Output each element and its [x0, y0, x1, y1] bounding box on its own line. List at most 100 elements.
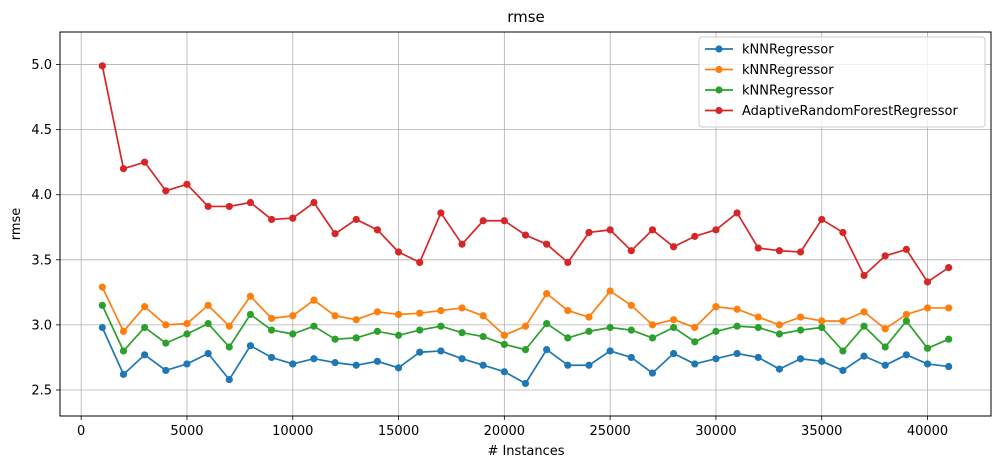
data-point: [98, 283, 106, 291]
legend-item: kNNRegressor: [705, 63, 834, 78]
data-point: [331, 230, 339, 238]
data-point: [564, 361, 572, 369]
data-point: [246, 198, 255, 207]
data-point: [606, 347, 614, 355]
data-point: [183, 360, 191, 368]
data-point: [521, 346, 530, 354]
data-point: [691, 232, 699, 240]
data-point: [670, 349, 678, 358]
data-point: [437, 347, 445, 355]
data-point: [373, 357, 381, 365]
data-point: [267, 215, 276, 224]
data-point: [606, 226, 614, 234]
data-point: [246, 310, 255, 319]
data-point: [627, 301, 635, 309]
data-point: [373, 226, 381, 234]
data-point: [141, 158, 149, 166]
data-point: [267, 326, 276, 334]
data-point: [818, 317, 826, 325]
data-point: [352, 215, 360, 224]
data-point: [521, 231, 530, 239]
data-point: [98, 62, 106, 70]
series-4: [98, 62, 953, 286]
data-point: [141, 323, 149, 332]
x-tick-label: 40000: [907, 424, 948, 439]
data-point: [775, 365, 784, 373]
data-point: [543, 240, 551, 248]
data-point: [733, 209, 741, 217]
data-point: [648, 334, 657, 342]
data-point: [416, 326, 424, 334]
data-point: [162, 366, 170, 375]
data-point: [627, 353, 635, 362]
legend-box: [698, 36, 986, 128]
data-point: [606, 287, 614, 295]
x-tick-label: 20000: [484, 424, 525, 439]
data-point: [712, 327, 720, 335]
data-point: [648, 369, 657, 377]
data-point: [564, 334, 572, 342]
data-point: [945, 264, 953, 272]
data-point: [119, 327, 128, 335]
data-point: [923, 304, 932, 312]
data-point: [945, 362, 953, 371]
data-point: [564, 258, 572, 266]
data-point: [585, 228, 593, 237]
x-axis: 0 5000 10000 15000 20000 25000 30000 35000 40000: [77, 416, 948, 439]
data-point: [818, 357, 826, 365]
data-point: [437, 209, 445, 217]
data-point: [267, 353, 276, 362]
data-point: [289, 330, 297, 338]
series-layer: [98, 62, 953, 388]
x-tick-label: 5000: [170, 424, 203, 439]
data-point: [246, 292, 255, 300]
data-point: [796, 355, 805, 363]
data-point: [521, 379, 530, 388]
data-point: [839, 228, 847, 237]
data-point: [733, 305, 741, 313]
data-point: [585, 313, 593, 321]
data-point: [310, 198, 318, 207]
data-point: [585, 361, 593, 369]
data-point: [458, 355, 466, 363]
data-point: [923, 360, 932, 368]
x-tick-label: 0: [77, 424, 85, 439]
data-point: [670, 323, 678, 332]
legend-marker: [715, 86, 723, 94]
data-point: [627, 326, 635, 334]
data-point: [162, 339, 170, 347]
data-point: [839, 317, 847, 325]
legend-marker: [715, 106, 723, 115]
data-point: [141, 351, 149, 359]
data-point: [521, 322, 530, 330]
data-point: [204, 349, 212, 358]
plot-frame: [59, 31, 992, 417]
data-point: [479, 312, 487, 320]
data-point: [500, 368, 508, 376]
series-3: [98, 301, 953, 355]
data-point: [902, 310, 910, 319]
data-point: [818, 215, 826, 224]
data-point: [923, 344, 932, 352]
series-1: [98, 323, 953, 388]
x-axis-label: # Instances: [487, 444, 564, 459]
data-point: [289, 312, 297, 320]
data-point: [394, 364, 403, 372]
y-tick-label: 2.5: [31, 383, 52, 398]
data-point: [437, 306, 445, 315]
data-point: [733, 349, 741, 358]
legend-label: AdaptiveRandomForestRegressor: [742, 104, 959, 119]
data-point: [352, 361, 360, 369]
data-point: [923, 278, 932, 286]
data-point: [246, 342, 255, 350]
y-tick-label: 3.5: [31, 253, 52, 268]
data-point: [839, 347, 847, 355]
data-point: [733, 322, 741, 330]
data-point: [945, 304, 953, 312]
data-point: [204, 301, 212, 309]
data-point: [289, 360, 297, 368]
data-point: [225, 375, 233, 384]
data-point: [416, 258, 424, 266]
data-point: [818, 323, 826, 332]
data-point: [543, 319, 551, 328]
